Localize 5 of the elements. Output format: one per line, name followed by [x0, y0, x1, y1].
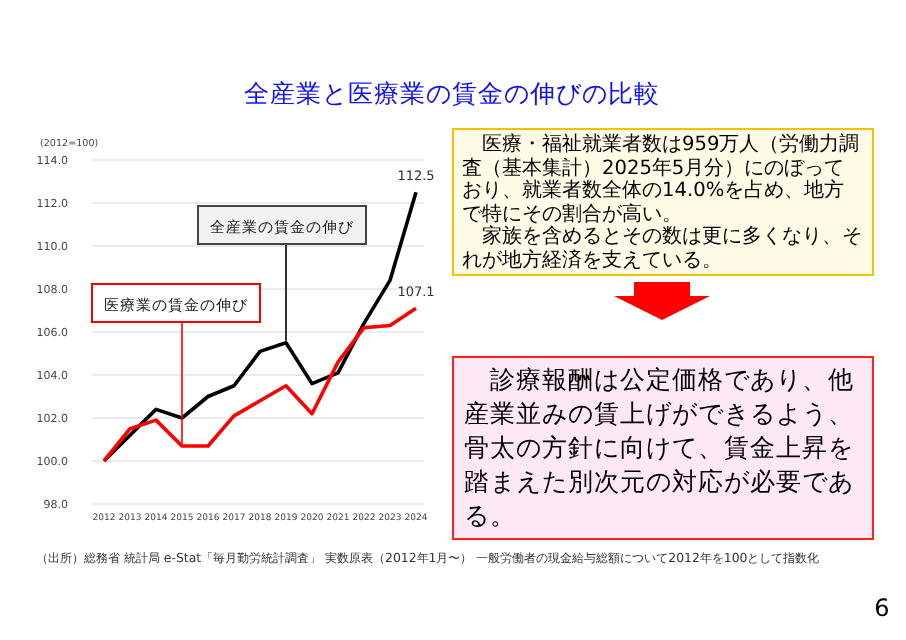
- text: 医療・福祉就業者数は959万人（労働力調査（基本集計）2025年5月分）にのぼっており、就業者数全体の14.0%を占め、地方で特にその割合が高い。: [462, 134, 862, 226]
- text: 診療報酬は公定価格であり、他産業並みの賃上げができるよう、骨太の方針に向けて、賃金上昇を踏まえた別次元の対応が必要である。: [452, 356, 874, 540]
- chart-title: 全産業と医療業の賃金の伸びの比較: [244, 78, 660, 108]
- text: 家族を含めるとその数は更に多くなり、それが地方経済を支えている。: [462, 226, 864, 274]
- text: 6: [874, 594, 890, 622]
